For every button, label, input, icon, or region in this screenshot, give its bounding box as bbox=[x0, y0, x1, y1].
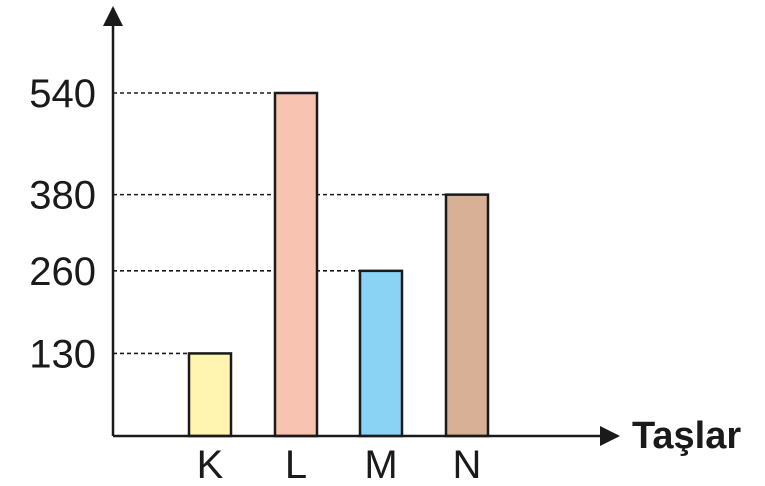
x-tick-label-k: K bbox=[197, 443, 224, 486]
x-tick-label-m: M bbox=[364, 443, 397, 486]
x-tick-label-n: N bbox=[453, 443, 482, 486]
reference-lines bbox=[113, 92, 446, 355]
y-tick-label-130: 130 bbox=[29, 332, 96, 376]
x-axis-title: Taşlar bbox=[632, 415, 741, 457]
x-tick-labels: K L M N bbox=[197, 443, 482, 486]
y-tick-label-540: 540 bbox=[29, 72, 96, 116]
bar-l bbox=[273, 91, 319, 438]
y-tick-label-260: 260 bbox=[29, 250, 96, 294]
y-tick-labels: 130 260 380 540 bbox=[29, 72, 96, 376]
bar-m bbox=[358, 269, 404, 438]
bar-k bbox=[187, 352, 233, 438]
y-tick-label-380: 380 bbox=[29, 174, 96, 218]
x-tick-label-l: L bbox=[285, 443, 307, 486]
bar-n bbox=[444, 193, 490, 438]
bars bbox=[187, 91, 490, 438]
